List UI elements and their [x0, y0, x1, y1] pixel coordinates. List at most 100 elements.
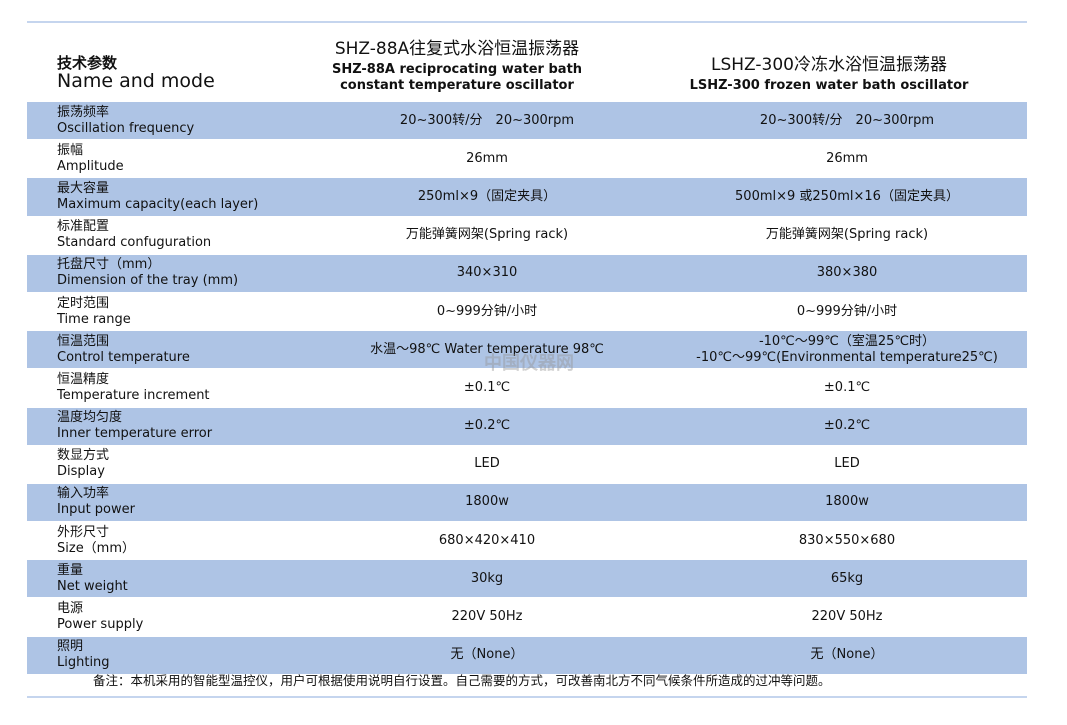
- param-en: Net weight: [57, 578, 128, 594]
- model2-value: 380×380: [667, 254, 1027, 293]
- model2-value: 830×550×680: [667, 521, 1027, 561]
- model2-value-line1: 无（None）: [810, 647, 884, 663]
- table-header: 技术参数 Name and mode SHZ-88A往复式水浴恒温振荡器 SHZ…: [27, 24, 1027, 102]
- model2-value: 220V 50Hz: [667, 597, 1027, 637]
- model2-value-line1: 830×550×680: [798, 532, 896, 548]
- param-label: 重量 Net weight: [27, 559, 307, 599]
- table-row: 电源 Power supply 220V 50Hz 220V 50Hz: [27, 597, 1027, 637]
- param-en: Input power: [57, 502, 135, 518]
- model2-value: ±0.1℃: [667, 368, 1027, 408]
- model1-value: 1800w: [307, 483, 667, 523]
- param-label: 振幅 Amplitude: [27, 139, 307, 179]
- table-row: 振幅 Amplitude 26mm 26mm: [27, 139, 1027, 179]
- param-zh: 最大容量: [57, 180, 110, 196]
- watermark: 中国仪器网: [484, 353, 574, 374]
- param-label: 托盘尺寸（mm） Dimension of the tray (mm): [27, 254, 307, 293]
- model1-value: 20~300转/分 20~300rpm: [307, 102, 667, 141]
- model1-value: 26mm: [307, 139, 667, 179]
- param-label: 电源 Power supply: [27, 597, 307, 637]
- model2-value: 0~999分钟/小时: [667, 292, 1027, 332]
- param-label: 照明 Lighting: [27, 636, 307, 675]
- table-row: 恒温精度 Temperature increment ±0.1℃ ±0.1℃: [27, 368, 1027, 408]
- model2-value-line1: 26mm: [826, 150, 868, 166]
- table-row: 托盘尺寸（mm） Dimension of the tray (mm) 340×3…: [27, 254, 1027, 293]
- param-zh: 振幅: [57, 142, 84, 158]
- model2-value-line1: 500ml×9 或250ml×16（固定夹具）: [735, 188, 959, 204]
- model1-value: 680×420×410: [307, 521, 667, 561]
- table-row: 外形尺寸 Size（mm） 680×420×410 830×550×680: [27, 521, 1027, 561]
- model2-header: LSHZ-300冷冻水浴恒温振荡器 LSHZ-300 frozen water …: [643, 50, 1015, 94]
- model1-value: ±0.2℃: [307, 407, 667, 446]
- spec-table: 振荡频率 Oscillation frequency 20~300转/分 20~3…: [27, 102, 1027, 675]
- model2-title: LSHZ-300冷冻水浴恒温振荡器: [711, 55, 947, 75]
- param-en: Power supply: [57, 617, 144, 633]
- param-label: 温度均匀度 Inner temperature error: [27, 407, 307, 446]
- param-zh: 数显方式: [57, 448, 110, 464]
- param-en: Amplitude: [57, 158, 124, 174]
- model2-value-line1: 220V 50Hz: [811, 609, 883, 625]
- model2-value-line1: 20~300转/分 20~300rpm: [759, 112, 935, 128]
- param-zh: 输入功率: [57, 486, 110, 502]
- param-label: 恒温精度 Temperature increment: [27, 368, 307, 408]
- model2-value: 1800w: [667, 483, 1027, 523]
- top-rule: [27, 21, 1027, 23]
- footnote: 备注：本机采用的智能型温控仪，用户可根据使用说明自行设置。自己需要的方式，可改善…: [93, 673, 831, 688]
- model2-value: 65kg: [667, 559, 1027, 599]
- model2-value-line1: -10℃～99℃（室温25℃时）: [758, 333, 936, 349]
- table-row: 温度均匀度 Inner temperature error ±0.2℃ ±0.2℃: [27, 407, 1027, 446]
- param-label: 恒温范围 Control temperature: [27, 330, 307, 370]
- param-zh: 照明: [57, 639, 84, 655]
- model2-value-line1: ±0.2℃: [823, 418, 871, 434]
- model2-sub1: LSHZ-300 frozen water bath oscillator: [689, 78, 969, 93]
- table-row: 输入功率 Input power 1800w 1800w: [27, 483, 1027, 523]
- model2-value-line1: 380×380: [816, 265, 878, 281]
- model1-value: 0~999分钟/小时: [307, 292, 667, 332]
- table-row: 恒温范围 Control temperature 水温～98℃ Water tem…: [27, 330, 1027, 370]
- param-label: 输入功率 Input power: [27, 483, 307, 523]
- bottom-rule: [27, 696, 1027, 698]
- model2-value-line2: -10℃～99℃(Environmental temperature25℃): [696, 349, 998, 365]
- model2-value-line1: LED: [834, 456, 860, 472]
- table-row: 重量 Net weight 30kg 65kg: [27, 559, 1027, 599]
- param-en: Inner temperature error: [57, 426, 213, 442]
- param-label: 最大容量 Maximum capacity(each layer): [27, 177, 307, 217]
- param-en: Control temperature: [57, 349, 190, 365]
- param-heading-zh: 技术参数: [57, 54, 118, 72]
- model2-value: -10℃～99℃（室温25℃时） -10℃～99℃(Environmental t…: [667, 330, 1027, 370]
- model1-value: 万能弹簧网架(Spring rack): [307, 216, 667, 255]
- model2-value: 无（None）: [667, 636, 1027, 675]
- model1-header: SHZ-88A往复式水浴恒温振荡器 SHZ-88A reciprocating …: [271, 34, 643, 94]
- param-zh: 恒温范围: [57, 333, 110, 349]
- model2-value: 26mm: [667, 139, 1027, 179]
- model2-value: ±0.2℃: [667, 407, 1027, 446]
- param-en: Dimension of the tray (mm): [57, 273, 239, 289]
- table-row: 定时范围 Time range 0~999分钟/小时 0~999分钟/小时: [27, 292, 1027, 332]
- param-zh: 托盘尺寸（mm）: [57, 257, 161, 273]
- param-en: Display: [57, 464, 105, 480]
- param-en: Standard confuguration: [57, 235, 212, 251]
- model1-value: 无（None）: [307, 636, 667, 675]
- model1-value: 220V 50Hz: [307, 597, 667, 637]
- model2-value-line1: 65kg: [830, 570, 864, 586]
- param-zh: 振荡频率: [57, 104, 110, 120]
- param-zh: 温度均匀度: [57, 410, 123, 426]
- param-label: 振荡频率 Oscillation frequency: [27, 102, 307, 141]
- model1-value: 30kg: [307, 559, 667, 599]
- model2-value-line1: ±0.1℃: [823, 379, 871, 395]
- param-zh: 标准配置: [57, 219, 110, 235]
- model2-value: 20~300转/分 20~300rpm: [667, 102, 1027, 141]
- table-row: 振荡频率 Oscillation frequency 20~300转/分 20~3…: [27, 102, 1027, 141]
- param-en: Temperature increment: [57, 387, 210, 403]
- param-zh: 恒温精度: [57, 371, 110, 387]
- param-en: Size（mm）: [57, 540, 136, 556]
- model1-sub1: SHZ-88A reciprocating water bath: [331, 62, 583, 77]
- param-label: 数显方式 Display: [27, 445, 307, 484]
- param-en: Maximum capacity(each layer): [57, 196, 259, 212]
- param-zh: 定时范围: [57, 295, 110, 311]
- model1-value: LED: [307, 445, 667, 484]
- model2-value: LED: [667, 445, 1027, 484]
- param-zh: 重量: [57, 562, 84, 578]
- model2-value: 万能弹簧网架(Spring rack): [667, 216, 1027, 255]
- table-row: 照明 Lighting 无（None） 无（None）: [27, 636, 1027, 675]
- model1-sub2: constant temperature oscillator: [340, 78, 574, 93]
